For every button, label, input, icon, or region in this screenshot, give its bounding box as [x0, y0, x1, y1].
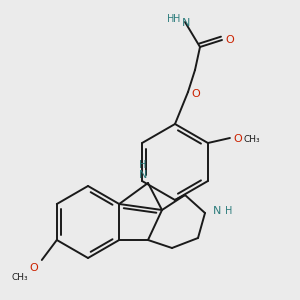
Text: N: N — [213, 206, 221, 216]
Text: CH₃: CH₃ — [11, 274, 28, 283]
Text: O: O — [192, 89, 200, 99]
Text: N: N — [139, 170, 147, 180]
Text: O: O — [233, 134, 242, 144]
Text: CH₃: CH₃ — [244, 134, 260, 143]
Text: H: H — [167, 14, 175, 24]
Text: H: H — [173, 14, 181, 24]
Text: H: H — [225, 206, 233, 216]
Text: H: H — [139, 160, 147, 170]
Text: N: N — [182, 18, 190, 28]
Text: O: O — [226, 35, 234, 45]
Text: O: O — [29, 263, 38, 273]
